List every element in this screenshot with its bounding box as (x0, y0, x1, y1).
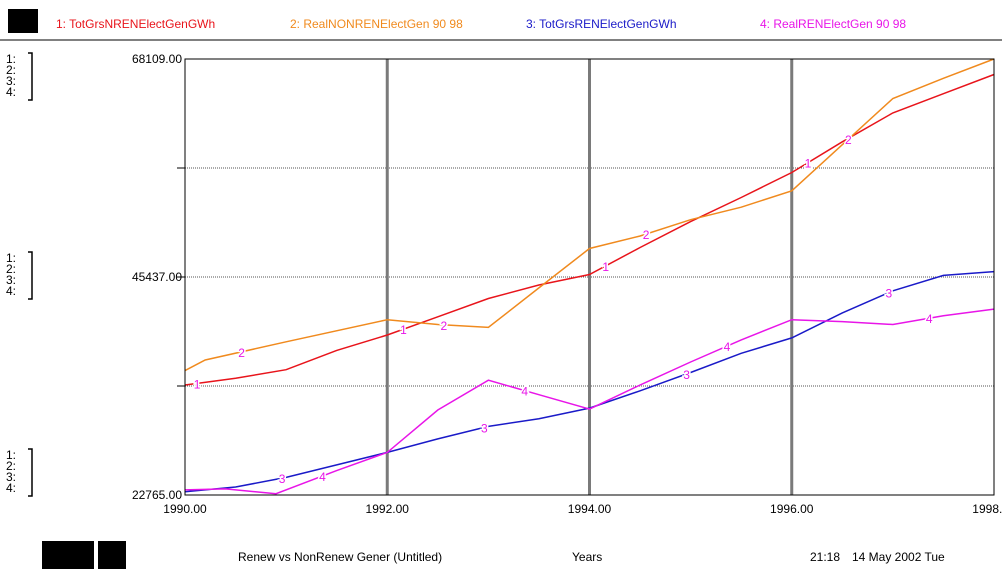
y-tick-label: 22765.00 (132, 488, 182, 502)
series-marker-1: 1 (805, 157, 812, 171)
series-marker-3: 3 (885, 287, 892, 301)
scale-key-mid-4: 4: (6, 284, 16, 298)
series-line-3 (184, 270, 995, 493)
x-tick-label: 1998.00 (972, 502, 1002, 516)
scale-key-top-2: 2: (6, 63, 16, 77)
footer-title: Renew vs NonRenew Gener (Untitled) (238, 550, 442, 564)
footer-date: 14 May 2002 Tue (852, 550, 945, 564)
legend-entry-3: 3: TotGrsRENElectGenGWh (526, 17, 677, 31)
series-marker-4: 4 (724, 340, 731, 354)
grid (177, 59, 994, 495)
series-marker-3: 3 (279, 472, 286, 486)
scale-key-mid-bracket (28, 251, 33, 300)
series-marker-2: 2 (238, 346, 245, 360)
legend-entry-1: 1: TotGrsNRENElectGenGWh (56, 17, 215, 31)
series-marker-2: 2 (845, 133, 852, 147)
legend-entry-2: 2: RealNONRENElectGen 90 98 (290, 17, 463, 31)
x-tick-label: 1992.00 (366, 502, 410, 516)
scale-key-bottom-2: 2: (6, 459, 16, 473)
page-tab-icon[interactable] (8, 9, 38, 33)
scale-key-top: 1: 2: 3: 4: (6, 52, 33, 101)
scale-key-mid-3: 3: (6, 273, 16, 287)
scale-key-bottom-3: 3: (6, 470, 16, 484)
series-line-2 (184, 58, 995, 372)
series-marker-1: 1 (400, 323, 407, 337)
scale-key-bottom: 1: 2: 3: 4: (6, 448, 33, 497)
x-tick-label: 1994.00 (568, 502, 612, 516)
legend-entry-4: 4: RealRENElectGen 90 98 (760, 17, 906, 31)
scale-key-bottom-1: 1: (6, 448, 16, 462)
y-tick-label: 45437.00 (132, 270, 182, 284)
series-marker-2: 2 (441, 319, 448, 333)
scale-key-top-1: 1: (6, 52, 16, 66)
scale-key-top-bracket (28, 52, 33, 101)
series-layer: 1 1 1 1 2 2 2 2 3 3 3 3 4 4 4 4 (184, 58, 995, 495)
series-marker-4: 4 (926, 312, 933, 326)
series-line-1 (184, 73, 995, 386)
x-tick-label: 1996.00 (770, 502, 814, 516)
footer-x-unit: Years (572, 550, 602, 564)
scale-key-mid-1: 1: (6, 251, 16, 265)
scale-key-bottom-bracket (28, 448, 33, 497)
page-button-icon[interactable] (42, 541, 94, 569)
series-marker-4: 4 (319, 470, 326, 484)
series-marker-1: 1 (194, 377, 201, 391)
plot-frame (184, 58, 995, 496)
series-marker-3: 3 (683, 368, 690, 382)
series-marker-4: 4 (521, 385, 528, 399)
lock-button-icon[interactable] (98, 541, 126, 569)
scale-key-bottom-4: 4: (6, 481, 16, 495)
scale-key-mid-2: 2: (6, 262, 16, 276)
series-line-4 (184, 308, 995, 495)
scale-key-top-4: 4: (6, 85, 16, 99)
series-marker-3: 3 (481, 421, 488, 435)
footer-time: 21:18 (810, 550, 840, 564)
scale-key-mid: 1: 2: 3: 4: (6, 251, 33, 300)
series-marker-2: 2 (643, 228, 650, 242)
y-tick-label: 68109.00 (132, 52, 182, 66)
x-tick-label: 1990.00 (163, 502, 207, 516)
series-marker-1: 1 (602, 260, 609, 274)
scale-key-top-3: 3: (6, 74, 16, 88)
